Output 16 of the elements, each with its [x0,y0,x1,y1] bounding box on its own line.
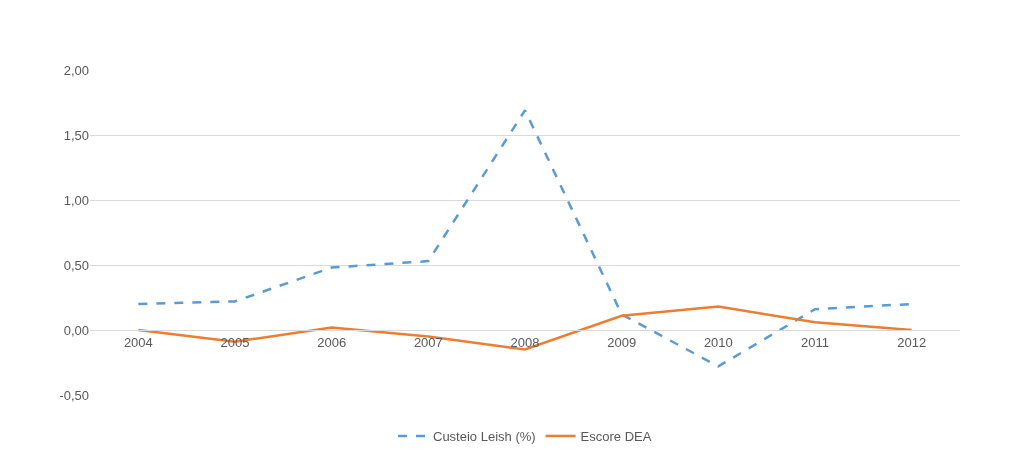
x-tick-label: 2006 [317,334,347,350]
x-tick-label: 2004 [123,334,153,350]
y-tick-label: 2,00 [63,62,89,78]
x-tick-label: 2007 [413,334,443,350]
legend-label: Escore DEA [580,429,652,445]
legend-label: Custeio Leish (%) [433,429,536,445]
x-tick-label: 2011 [801,334,829,350]
x-tick-label: 2008 [510,334,540,350]
y-tick-label: 0,00 [63,322,89,338]
x-tick-label: 2012 [897,334,927,350]
y-tick-label: 0,50 [63,257,89,273]
y-tick-label: 1,50 [63,127,89,143]
y-tick-label: -0,50 [59,387,89,403]
x-tick-label: 2009 [607,334,637,350]
y-tick-label: 1,00 [63,192,89,208]
x-tick-label: 2010 [703,334,733,350]
